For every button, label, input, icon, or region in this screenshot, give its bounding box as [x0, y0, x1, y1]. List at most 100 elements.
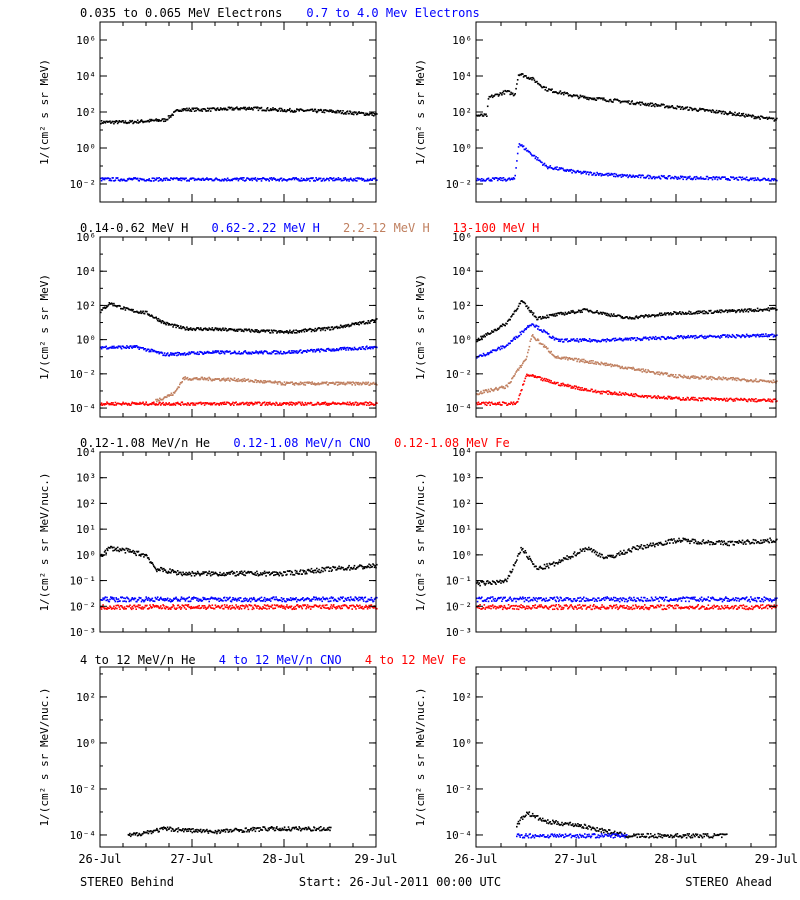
data-point [206, 402, 209, 404]
data-point [323, 402, 326, 405]
data-point [271, 330, 273, 332]
data-point [223, 329, 226, 331]
data-point [709, 109, 711, 112]
data-point [725, 400, 727, 402]
data-point [487, 353, 490, 356]
data-point [353, 382, 356, 385]
data-point [204, 327, 207, 329]
data-point [662, 373, 664, 376]
data-point [567, 383, 569, 386]
data-point [199, 327, 202, 329]
data-point [274, 380, 276, 383]
data-point [630, 318, 633, 320]
data-point [515, 87, 517, 90]
data-point [597, 361, 599, 364]
data-point [546, 166, 548, 168]
y-tick-label: 10⁴ [452, 70, 472, 83]
data-point [182, 109, 184, 112]
data-point [681, 311, 684, 313]
data-point [702, 336, 705, 338]
data-point [513, 375, 516, 377]
data-point [528, 375, 531, 377]
data-point [625, 367, 628, 370]
data-point [371, 179, 373, 181]
data-point [685, 313, 688, 315]
data-point [540, 85, 542, 88]
data-point [116, 122, 119, 125]
data-point [367, 381, 370, 384]
data-point [754, 177, 756, 179]
data-point [528, 78, 531, 80]
data-point [233, 377, 236, 379]
data-point [765, 309, 767, 311]
data-point [558, 167, 561, 169]
data-point [220, 403, 223, 406]
data-point [724, 334, 726, 336]
data-point [128, 551, 130, 553]
data-point [171, 113, 174, 116]
series-protons-behind-0 [100, 302, 378, 335]
data-point [690, 396, 693, 399]
data-point [476, 179, 478, 182]
data-point [362, 402, 365, 404]
data-point [612, 315, 614, 317]
data-point [497, 177, 500, 180]
data-point [591, 362, 593, 364]
data-point [643, 336, 645, 339]
data-point [294, 332, 297, 334]
data-point [501, 179, 504, 182]
data-point [618, 100, 621, 102]
data-point [754, 400, 756, 403]
data-point [513, 336, 516, 339]
data-point [134, 403, 137, 405]
data-point [643, 370, 645, 372]
data-point [348, 112, 350, 115]
data-point [184, 376, 186, 378]
data-point [639, 174, 641, 176]
data-point [620, 176, 623, 178]
data-point [277, 178, 280, 181]
data-point [480, 180, 482, 182]
data-point [700, 334, 703, 337]
data-point [582, 172, 584, 174]
data-point [513, 402, 516, 405]
data-point [514, 403, 516, 405]
data-point [170, 570, 173, 572]
data-point [623, 393, 625, 395]
data-point [628, 317, 630, 320]
data-point [570, 95, 572, 97]
data-point [547, 347, 549, 350]
data-point [755, 335, 757, 338]
data-point [678, 106, 680, 108]
data-point [183, 178, 186, 181]
data-point [513, 178, 516, 180]
data-point [159, 397, 161, 400]
data-point [211, 352, 214, 354]
data-point [494, 328, 496, 331]
data-point [219, 402, 222, 404]
data-point [213, 179, 216, 181]
data-point [318, 327, 320, 329]
data-point [761, 310, 764, 312]
data-point [546, 314, 548, 317]
data-point [710, 397, 713, 399]
data-point [130, 177, 133, 180]
data-point [510, 316, 512, 318]
data-point [689, 311, 692, 313]
data-point [208, 376, 210, 379]
data-point [286, 179, 289, 181]
data-point [175, 571, 177, 574]
data-point [535, 324, 537, 327]
data-point [300, 177, 303, 180]
data-point [116, 177, 118, 179]
data-point [172, 394, 174, 396]
data-point [707, 378, 710, 380]
data-point [648, 177, 650, 180]
data-point [219, 352, 221, 355]
data-point [679, 108, 682, 110]
data-point [232, 573, 234, 575]
data-point [279, 382, 282, 384]
data-point [285, 403, 287, 406]
data-point [350, 324, 353, 326]
data-point [351, 113, 353, 115]
